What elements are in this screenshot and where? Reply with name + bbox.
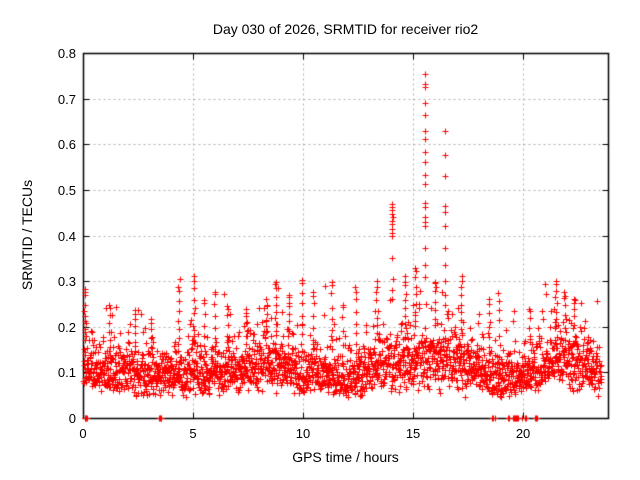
y-tick-label: 0.7 (57, 91, 76, 107)
y-tick-label: 0.6 (57, 137, 76, 153)
x-tick-label: 15 (405, 426, 421, 441)
y-tick-label: 0.5 (57, 182, 76, 198)
y-tick-label: 0.1 (57, 365, 76, 381)
y-tick-label: 0.2 (57, 319, 76, 335)
x-tick-label: 0 (79, 426, 87, 441)
y-tick-label: 0 (68, 411, 76, 426)
x-tick-label: 20 (515, 426, 531, 441)
y-tick-label: 0.4 (57, 228, 76, 244)
x-tick-label: 10 (295, 426, 311, 441)
y-tick-label: 0.8 (57, 46, 76, 61)
y-tick-label: 0.3 (57, 274, 76, 290)
chart-title: Day 030 of 2026, SRMTID for receiver rio… (212, 21, 479, 37)
x-axis-label: GPS time / hours (292, 449, 399, 465)
x-tick-label: 5 (189, 426, 197, 441)
